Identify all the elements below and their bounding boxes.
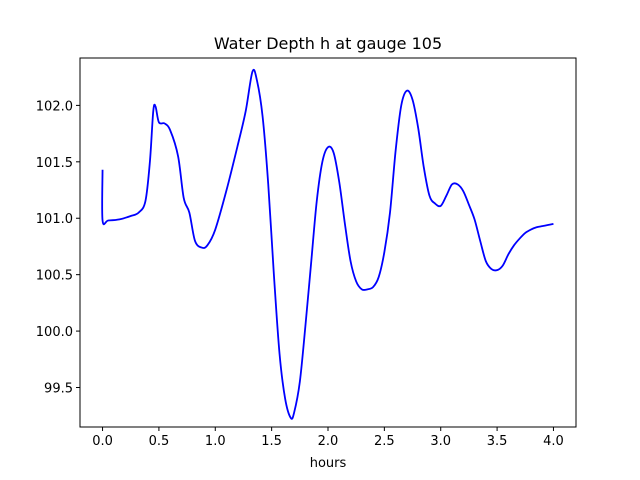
x-tick-label: 4.0: [543, 434, 564, 449]
y-tick-label: 99.5: [44, 382, 73, 397]
y-tick-label: 100.0: [36, 325, 73, 340]
x-tick-label: 1.5: [261, 434, 282, 449]
series-layer: [101, 68, 554, 420]
x-tick-label: 0.5: [149, 434, 170, 449]
y-tick-label: 101.0: [36, 212, 73, 227]
x-tick-label: 3.0: [430, 434, 451, 449]
series-line: [101, 68, 554, 420]
x-tick-label: 3.5: [487, 434, 508, 449]
x-tick-label: 2.0: [318, 434, 339, 449]
x-tick-label: 0.0: [92, 434, 113, 449]
x-axis: 0.0 0.5 1.0 1.5 2.0 2.5 3.0 3.5 4.0: [92, 427, 564, 449]
y-axis: 99.5 100.0 100.5 101.0 101.5 102.0: [36, 99, 80, 397]
y-tick-label: 100.5: [36, 269, 73, 284]
x-tick-label: 2.5: [374, 434, 395, 449]
x-axis-label: hours: [310, 456, 347, 471]
chart-title: Water Depth h at gauge 105: [214, 34, 442, 53]
y-tick-label: 101.5: [36, 156, 73, 171]
y-tick-label: 102.0: [36, 99, 73, 114]
x-tick-label: 1.0: [205, 434, 226, 449]
